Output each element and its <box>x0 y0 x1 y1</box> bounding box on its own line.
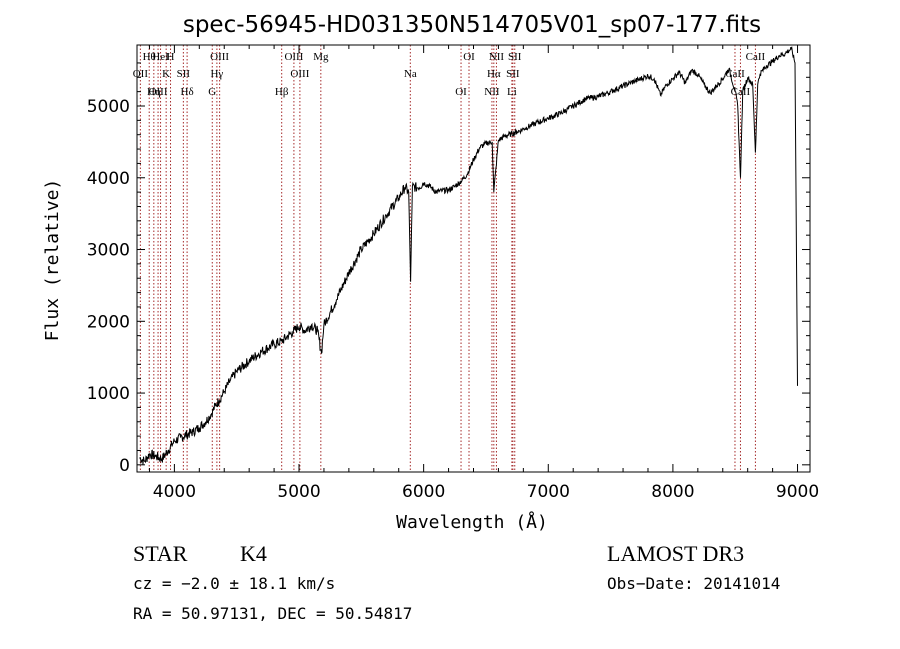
line-marker-label-12: OIII <box>284 51 303 63</box>
line-marker-label-11: G <box>208 86 216 98</box>
cz-value: cz = −2.0 ± 18.1 km/s <box>133 574 335 593</box>
x-tick-label-4000: 4000 <box>153 482 196 502</box>
coordinates: RA = 50.97131, DEC = 50.54817 <box>133 604 412 623</box>
line-marker-label-18: OI <box>463 51 475 63</box>
line-marker-label-1: OII <box>133 68 149 80</box>
line-marker-label-24: SII <box>508 51 522 63</box>
line-marker-label-17: OI <box>455 86 467 98</box>
y-tick-label-5000: 5000 <box>87 97 130 117</box>
line-marker-label-16: Na <box>404 68 417 80</box>
line-marker-label-7: SII <box>177 68 191 80</box>
line-marker-label-21: NII <box>489 51 505 63</box>
line-marker-label-0: Hθ <box>143 51 156 63</box>
line-marker-label-13: OIII <box>290 68 309 80</box>
y-tick-label-3000: 3000 <box>87 241 130 261</box>
line-marker-label-9: OIII <box>210 51 229 63</box>
line-marker-label-20: NII <box>484 86 500 98</box>
y-axis-label: Flux (relative) <box>42 179 63 342</box>
y-tick-label-0: 0 <box>119 456 130 476</box>
plot-frame <box>136 44 811 473</box>
y-axis-ticks: 0 1000 2000 3000 4000 5000 <box>87 62 810 476</box>
line-marker-label-26: CaII <box>731 86 751 98</box>
obs-date: Obs−Date: 20141014 <box>607 574 780 593</box>
spectrum-series <box>139 45 798 465</box>
x-axis-ticks: 4000 5000 6000 7000 8000 9000 <box>148 45 819 502</box>
x-axis-label: Wavelength (Å) <box>396 511 548 533</box>
line-marker-label-14: Hβ <box>275 86 289 98</box>
chart-title: spec-56945-HD031350N514705V01_sp07-177.f… <box>183 12 761 38</box>
line-marker-label-25: CaII <box>725 68 745 80</box>
y-tick-label-1000: 1000 <box>87 384 130 404</box>
line-marker-label-23: Li <box>507 86 517 98</box>
survey-name: LAMOST DR3 <box>607 541 744 566</box>
line-marker-label-4: K <box>162 68 170 80</box>
object-subclass: K4 <box>240 541 267 566</box>
line-markers <box>139 45 756 472</box>
line-marker-label-27: CaII <box>746 51 766 63</box>
x-tick-label-6000: 6000 <box>402 482 445 502</box>
line-marker-label-6: H <box>167 51 175 63</box>
line-marker-label-8: Hδ <box>181 86 194 98</box>
line-marker-labels: HθOIIOIIIHeIKHηHSIIHδOIIIHγGOIIIOIIIHβMg… <box>133 51 766 98</box>
y-tick-label-4000: 4000 <box>87 169 130 189</box>
line-marker-label-15: Mg <box>313 51 329 63</box>
line-marker-label-2: OIII <box>149 86 168 98</box>
y-tick-label-2000: 2000 <box>87 312 130 332</box>
line-marker-label-3: HeI <box>152 51 169 63</box>
x-tick-label-8000: 8000 <box>651 482 694 502</box>
x-tick-label-5000: 5000 <box>277 482 320 502</box>
object-class: STAR <box>133 541 188 566</box>
line-marker-label-5: Hη <box>147 86 161 98</box>
x-tick-label-9000: 9000 <box>776 482 819 502</box>
line-marker-label-10: Hγ <box>210 68 223 80</box>
line-marker-label-22: SII <box>506 68 520 80</box>
x-tick-label-7000: 7000 <box>527 482 570 502</box>
line-marker-label-19: Hα <box>487 68 501 80</box>
